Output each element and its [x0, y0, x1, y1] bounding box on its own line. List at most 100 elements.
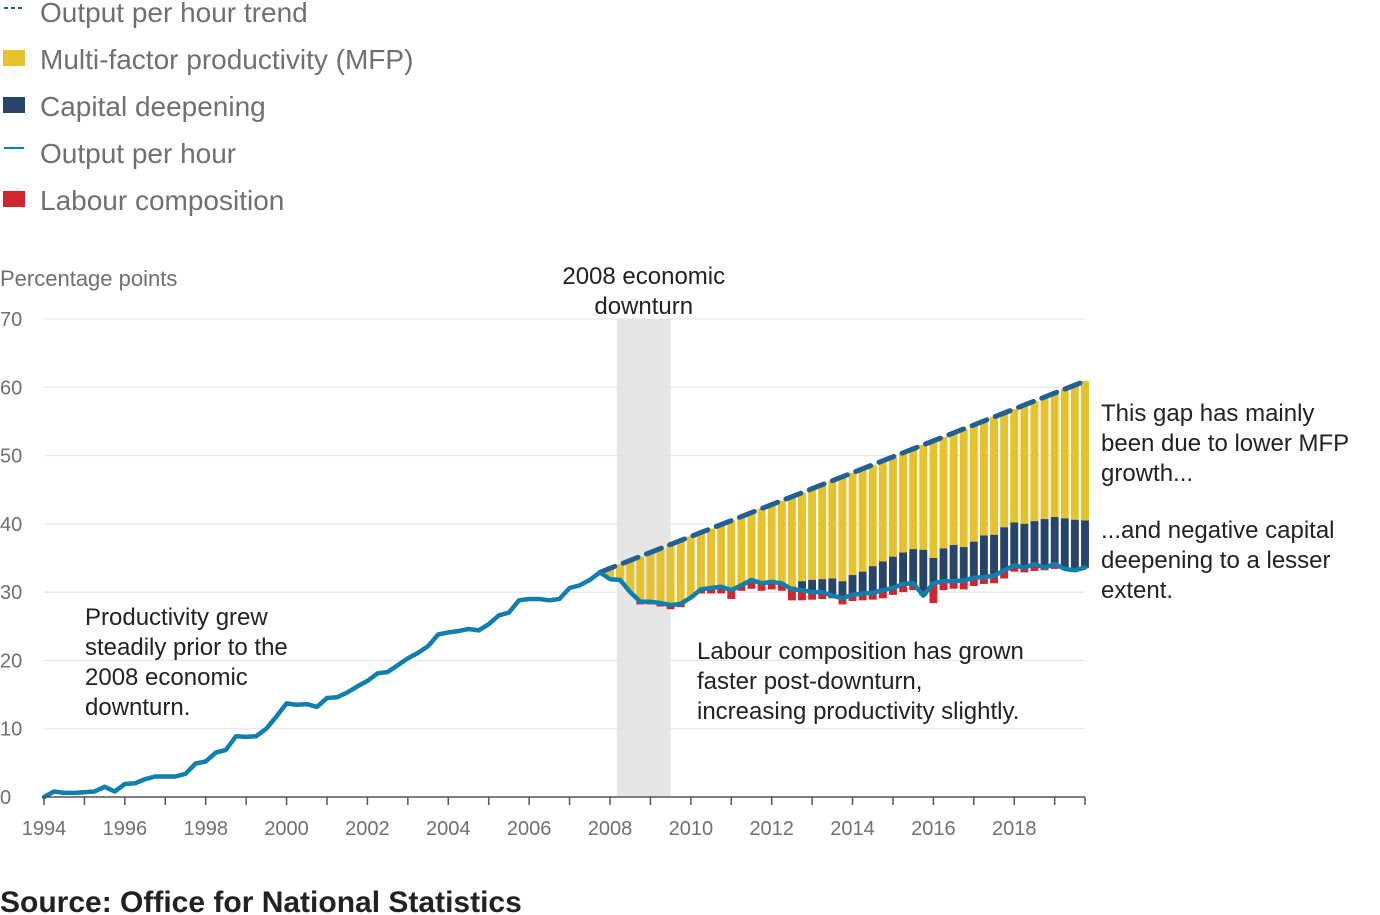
labour-composition-bar: [848, 594, 857, 602]
labour-composition-bar: [787, 589, 796, 601]
labour-composition-bar: [808, 592, 817, 600]
x-tick-label: 1996: [103, 818, 148, 840]
legend-item-capital-deepening[interactable]: Capital deepening: [3, 91, 266, 122]
capital-deepening-bar: [798, 581, 806, 591]
mfp-bar: [939, 436, 948, 549]
legend-box-swatch: [3, 191, 25, 207]
trend-line: [597, 378, 1088, 575]
labour-composition-bar: [757, 583, 766, 591]
y-tick-label: 70: [0, 309, 22, 331]
mfp-bar: [1010, 409, 1019, 523]
mfp-bar: [848, 472, 857, 576]
y-tick-label: 0: [0, 787, 11, 809]
legend-label: Labour composition: [40, 185, 284, 216]
labour-composition-bar: [1030, 564, 1039, 571]
mfp-bar: [1030, 401, 1039, 522]
output-per-hour-line: [41, 561, 1088, 800]
output-per-hour-series: [41, 561, 1088, 800]
x-tick-label: 2004: [426, 818, 471, 840]
x-tick-label: 2006: [507, 818, 552, 840]
mfp-bar: [1040, 397, 1049, 520]
legend-label: Capital deepening: [40, 91, 266, 122]
capital-deepening-bar: [1010, 522, 1019, 566]
mfp-bar: [899, 452, 908, 553]
legend-item-labour-composition[interactable]: Labour composition: [3, 185, 284, 216]
mfp-bar: [868, 464, 877, 567]
mfp-bar: [919, 444, 928, 550]
mfp-bar: [1000, 413, 1009, 528]
mfp-bar: [606, 568, 614, 580]
mfp-bar: [626, 560, 635, 593]
y-tick-label: 10: [0, 719, 22, 741]
annotation: ...and negative capital deepening to a le…: [1101, 517, 1335, 604]
mfp-bar: [990, 416, 998, 535]
x-axis: 1994 1996 1998 2000 2002 2004 2006 2008 2010 2012…: [22, 796, 1086, 840]
capital-deepening-bar: [868, 566, 877, 593]
labour-composition-bar: [959, 580, 968, 590]
capital-deepening-bar: [1081, 520, 1089, 568]
labour-composition-bar: [717, 586, 726, 594]
capital-deepening-bar: [939, 548, 948, 582]
annotation-line: extent.: [1101, 577, 1173, 604]
mfp-bar: [1070, 385, 1079, 520]
mfp-bar: [808, 488, 817, 580]
annotations: Productivity grew steadily prior to the 20…: [85, 400, 1349, 725]
mfp-bar: [929, 440, 938, 558]
annotation-line: This gap has mainly: [1101, 400, 1314, 427]
labour-composition-bar: [899, 583, 908, 593]
x-tick-label: 1998: [183, 818, 228, 840]
annotation-line: ...and negative capital: [1101, 517, 1335, 544]
legend-item-output-per-hour[interactable]: Output per hour: [4, 138, 236, 169]
labour-composition-bar: [1020, 567, 1029, 573]
annotation-line: been due to lower MFP: [1101, 430, 1349, 457]
x-tick-label: 2008: [588, 818, 633, 840]
legend-box-swatch: [3, 50, 25, 66]
annotation-line: steadily prior to the: [85, 634, 288, 661]
mfp-bar: [686, 536, 695, 598]
mfp-bar: [838, 476, 847, 582]
capital-deepening-bar: [1050, 517, 1059, 565]
capital-deepening-bar: [838, 581, 847, 599]
y-tick-label: 40: [0, 514, 22, 536]
capital-deepening-bar: [929, 558, 938, 584]
mfp-bar: [858, 468, 867, 572]
labour-composition-bar: [868, 592, 877, 600]
capital-deepening-bar: [1000, 527, 1009, 571]
mfp-bar: [798, 492, 806, 582]
capital-deepening-bar: [1040, 519, 1049, 568]
mfp-bar: [697, 532, 705, 590]
legend-label: Multi-factor productivity (MFP): [40, 44, 413, 75]
capital-deepening-bar: [990, 534, 998, 576]
labour-composition-bar: [979, 577, 988, 584]
y-tick-label: 20: [0, 650, 22, 672]
annotation: Labour composition has grown faster post-…: [697, 638, 1024, 725]
mfp-bar: [707, 528, 715, 589]
output-per-hour-trend-series: [597, 378, 1088, 575]
legend-item-mfp[interactable]: Multi-factor productivity (MFP): [3, 44, 413, 75]
capital-deepening-bar: [889, 556, 897, 589]
mfp-bar: [656, 548, 665, 604]
mfp-bar: [646, 552, 655, 602]
capital-deepening-bar: [959, 547, 968, 581]
annotation-line: deepening to a lesser: [1101, 547, 1331, 574]
legend-box-swatch: [3, 97, 25, 113]
mfp-bar: [959, 428, 968, 548]
source-note: Source: Office for National Statistics: [0, 886, 522, 915]
mfp-bar: [717, 524, 726, 587]
legend-label: Output per hour: [40, 138, 236, 169]
capital-deepening-bar: [1020, 523, 1029, 568]
legend-item-output-per-hour-trend[interactable]: Output per hour trend: [4, 0, 308, 28]
mfp-bar: [949, 432, 958, 546]
labour-composition-bar: [949, 581, 958, 589]
capital-deepening-bar: [969, 541, 978, 578]
labour-composition-bar: [818, 592, 827, 599]
mfp-bar: [787, 496, 796, 587]
x-tick-label: 2002: [345, 818, 390, 840]
labour-composition-bar: [858, 593, 867, 601]
capital-deepening-bar: [858, 571, 867, 594]
legend: Output per hour trend Multi-factor produ…: [3, 0, 413, 216]
x-tick-label: 2018: [992, 818, 1037, 840]
capital-deepening-bar: [808, 579, 817, 593]
mfp-bar: [828, 480, 837, 579]
